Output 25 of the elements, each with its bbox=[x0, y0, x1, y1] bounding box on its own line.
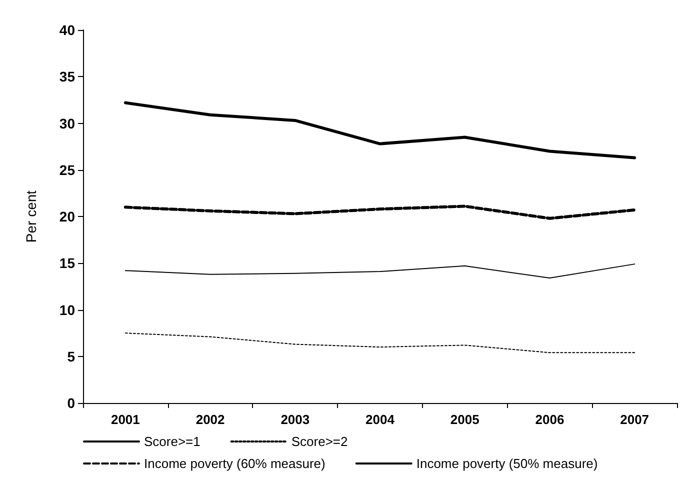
y-tick-label: 30 bbox=[59, 115, 76, 132]
y-tick-label: 0 bbox=[67, 395, 76, 411]
x-tick-label: 2002 bbox=[196, 412, 225, 427]
y-tick-label: 15 bbox=[59, 255, 76, 272]
y-tick-label: 20 bbox=[59, 208, 76, 224]
x-tick-label: 2001 bbox=[110, 412, 140, 427]
y-tick-label: 5 bbox=[67, 348, 76, 364]
line-series bbox=[124, 264, 636, 279]
y-tick-label: 25 bbox=[59, 162, 76, 178]
line-series bbox=[124, 101, 636, 160]
legend-label: Score>=2 bbox=[291, 434, 348, 449]
line-series bbox=[124, 204, 636, 220]
line-series bbox=[124, 332, 636, 354]
x-tick-label: 2006 bbox=[535, 412, 564, 427]
y-tick-label: 10 bbox=[59, 302, 76, 318]
legend-label: Income poverty (50% measure) bbox=[416, 456, 598, 471]
legend-label: Score>=1 bbox=[144, 434, 200, 449]
y-axis-title: Per cent bbox=[23, 190, 39, 243]
x-tick-label: 2004 bbox=[366, 412, 396, 427]
y-tick-label: 35 bbox=[59, 68, 76, 85]
x-tick-label: 2007 bbox=[620, 412, 650, 427]
y-tick-label: 40 bbox=[59, 22, 76, 38]
x-tick-label: 2003 bbox=[280, 412, 310, 427]
x-tick-label: 2005 bbox=[450, 412, 480, 427]
legend-label: Income poverty (60% measure) bbox=[144, 456, 326, 471]
